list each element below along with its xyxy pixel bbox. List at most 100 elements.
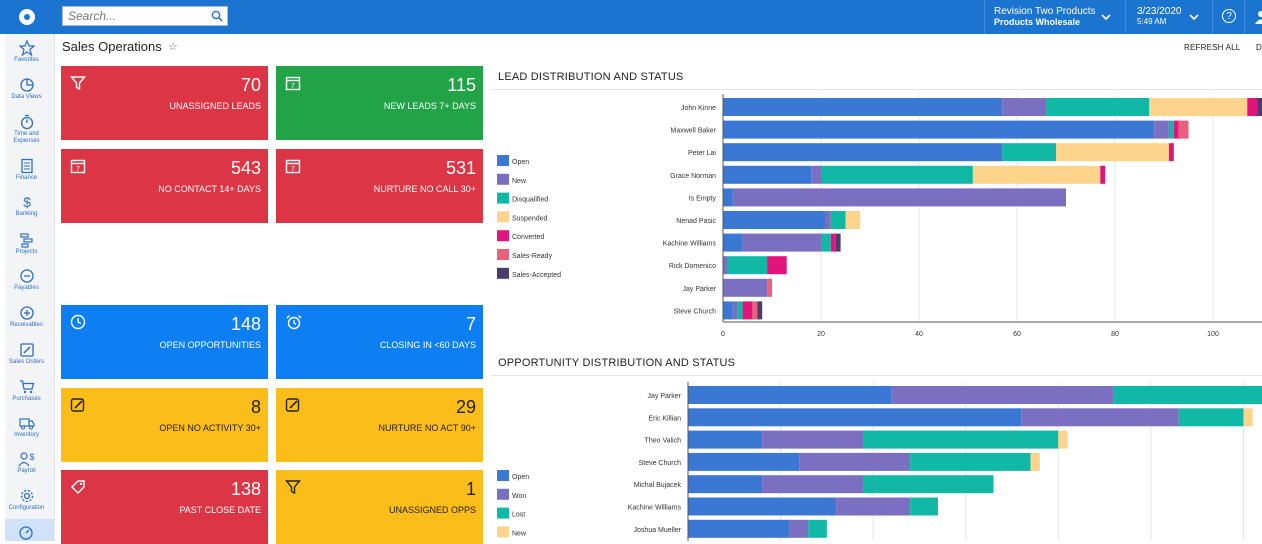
bar-segment (737, 301, 743, 320)
bar-segment (723, 120, 1155, 139)
divider (1212, 0, 1213, 34)
bar-segment (742, 233, 821, 252)
sidebar-strip (0, 34, 5, 541)
tile-unassigned-leads[interactable]: 70 UNASSIGNED LEADS (61, 66, 268, 140)
legend-swatch (497, 249, 509, 260)
bar-segment (688, 452, 800, 471)
tile-value: 148 (230, 314, 261, 334)
sidebar-item-sales-orders[interactable]: Sales Orders (5, 342, 48, 366)
search-input[interactable] (63, 7, 208, 25)
bar-segment (723, 278, 768, 297)
tile-open-no-activity[interactable]: 8 OPEN NO ACTIVITY 30+ (61, 388, 268, 462)
y-tick-label: Maxwell Baker (670, 128, 716, 135)
company-selector[interactable]: Revision Two Products Products Wholesale (994, 6, 1096, 28)
pencil-square-icon (19, 343, 34, 357)
bar-segment (1173, 120, 1179, 139)
tile-label: OPEN OPPORTUNITIES (159, 340, 261, 350)
bar-segment (1178, 408, 1244, 427)
tile-label: UNASSIGNED LEADS (169, 101, 261, 111)
favorite-star-icon[interactable]: ☆ (168, 41, 178, 53)
sidebar-item-data-views[interactable]: Data Views (5, 77, 48, 101)
tile-value: 70 (240, 75, 261, 95)
tile-no-contact[interactable]: 7 543 NO CONTACT 14+ DAYS (61, 149, 268, 223)
sidebar-item-payroll[interactable]: $ Payroll (5, 451, 48, 475)
sidebar-item-label: Payables (14, 285, 39, 291)
sidebar-item-configuration[interactable]: Configuration (5, 488, 48, 512)
business-date-selector[interactable]: 3/23/2020 5:49 AM (1137, 7, 1182, 27)
top-bar: Revision Two Products Products Wholesale… (0, 0, 1262, 34)
bar-segment (757, 301, 763, 320)
sidebar-item-banking[interactable]: $ Banking (5, 194, 48, 218)
tile-nurture-no-act[interactable]: 29 NURTURE NO ACT 90+ (276, 388, 483, 462)
pie-chart-icon (19, 78, 34, 92)
legend-label: Converted (512, 234, 544, 241)
dashboard-icon[interactable] (19, 526, 33, 540)
bar-segment (1030, 452, 1040, 471)
tile-closing-soon[interactable]: 7 CLOSING IN <60 DAYS (276, 305, 483, 379)
tile-nurture-no-call[interactable]: 7 531 NURTURE NO CALL 30+ (276, 149, 483, 223)
sidebar-item-inventory[interactable]: Inventory (5, 415, 48, 439)
sidebar-item-payables[interactable]: Payables (5, 268, 48, 292)
sidebar (0, 34, 55, 541)
sidebar-item-purchases[interactable]: Purchases (5, 379, 48, 403)
chevron-down-icon[interactable] (1189, 14, 1199, 21)
bar-segment (825, 211, 831, 229)
tile-open-opportunities[interactable]: 148 OPEN OPPORTUNITIES (61, 305, 268, 379)
divider (1125, 0, 1126, 34)
sidebar-item-projects[interactable]: Projects (5, 232, 48, 256)
x-tick-label: 40 (915, 331, 923, 338)
chart-divider (491, 89, 1262, 90)
stopwatch-icon (20, 114, 33, 130)
tile-value: 7 (465, 314, 476, 334)
tile-past-close-date[interactable]: 138 PAST CLOSE DATE (61, 470, 268, 544)
tile-value: 1 (465, 479, 476, 499)
app-logo[interactable] (0, 0, 54, 34)
tile-value: 531 (445, 158, 476, 178)
tile-label: NO CONTACT 14+ DAYS (158, 184, 261, 194)
sidebar-item-time-and-expenses[interactable]: Time and Expenses (5, 114, 48, 145)
edit-icon (285, 398, 300, 412)
sidebar-item-receivables[interactable]: Receivables (5, 305, 48, 329)
bar-segment (688, 430, 763, 449)
tag-icon (71, 480, 85, 494)
svg-text:$: $ (29, 452, 34, 462)
chart-divider (491, 375, 1262, 376)
bar-segment (1058, 430, 1068, 449)
sidebar-item-label: Projects (15, 249, 38, 255)
minus-circle-icon (19, 269, 34, 283)
help-button[interactable]: ? (1222, 9, 1236, 23)
bar-segment (1046, 98, 1150, 116)
bar-segment (845, 211, 861, 229)
x-tick-label: 100 (1207, 331, 1219, 338)
chevron-down-icon[interactable] (1101, 14, 1111, 21)
tile-new-leads[interactable]: 7 115 NEW LEADS 7+ DAYS (276, 66, 483, 140)
bar-segment (972, 165, 1101, 184)
legend-swatch (497, 173, 509, 185)
tile-unassigned-opps[interactable]: 1 UNASSIGNED OPPS (276, 470, 483, 544)
svg-text:7: 7 (291, 166, 295, 173)
toolbar-button[interactable]: D (1256, 43, 1262, 52)
bar-segment (688, 475, 763, 494)
y-tick-label: Peter Lai (688, 150, 716, 157)
cart-icon (19, 380, 34, 394)
bar-segment (742, 301, 753, 320)
company-name: Revision Two Products (994, 6, 1096, 17)
legend-swatch (497, 155, 509, 166)
y-tick-label: Rick Domenico (669, 263, 716, 270)
bar-segment (1168, 143, 1174, 162)
truck-icon (18, 418, 35, 430)
sidebar-item-favorites[interactable]: Favorites (5, 40, 48, 64)
search-icon[interactable] (211, 9, 223, 27)
bar-segment (821, 165, 973, 184)
legend-label: New (512, 530, 527, 537)
divider (984, 0, 985, 34)
x-tick-label: 80 (1111, 331, 1119, 338)
refresh-all-button[interactable]: REFRESH ALL (1184, 43, 1241, 52)
legend-label: Open (512, 159, 529, 166)
legend-label: Sales-Ready (512, 253, 553, 260)
bar-segment (1100, 165, 1106, 184)
sidebar-item-finance[interactable]: Finance (5, 158, 48, 182)
filter-icon (70, 76, 86, 91)
search-box[interactable] (62, 6, 228, 26)
user-icon[interactable] (1254, 10, 1262, 24)
